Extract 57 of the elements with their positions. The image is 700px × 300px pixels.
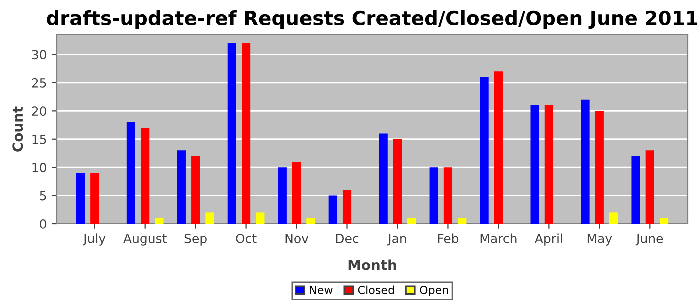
bar (494, 72, 503, 224)
x-tick-label: Oct (236, 234, 257, 244)
x-tick-label: Jan (387, 234, 406, 246)
bar (544, 106, 554, 224)
x-tick-label: May (588, 234, 612, 246)
bar (610, 212, 618, 224)
legend-label: Closed (358, 286, 394, 294)
x-axis-title: Month (348, 260, 396, 270)
bar (192, 156, 200, 224)
bar (292, 162, 302, 224)
bar (76, 173, 86, 224)
bar (342, 190, 352, 224)
bar (141, 128, 150, 224)
y-tick-label: 0 (40, 219, 46, 229)
bar (256, 212, 265, 224)
bar (328, 196, 338, 224)
bar (408, 218, 416, 224)
bar (660, 218, 669, 224)
bar (177, 150, 186, 224)
y-tick-label: 5 (40, 191, 46, 201)
x-tick-label: August (124, 234, 167, 246)
x-tick-label: April (534, 234, 562, 246)
legend-label: Open (420, 286, 448, 297)
bar (306, 218, 316, 224)
bar (530, 106, 540, 224)
bar (444, 168, 453, 224)
y-tick-label: 20 (32, 106, 46, 116)
x-tick-label: July (82, 234, 106, 246)
x-tick-label: Feb (438, 234, 459, 244)
bar (228, 43, 236, 224)
bar (206, 212, 214, 224)
bar (242, 43, 251, 224)
bar (90, 173, 100, 224)
bar (458, 218, 467, 224)
x-tick-label: June (636, 234, 664, 246)
bar (595, 111, 604, 224)
bar (646, 150, 654, 224)
bar (379, 134, 388, 224)
bar (632, 156, 640, 224)
x-tick-label: Sep (184, 234, 207, 246)
bar (278, 168, 287, 224)
bar (126, 122, 136, 224)
bar (155, 218, 164, 224)
chart-title: drafts-update-ref Requests Created/Closed/Open June 2011 (47, 10, 698, 30)
y-tick-label: 15 (32, 135, 46, 144)
bar (393, 139, 402, 224)
legend-label: New (310, 286, 333, 294)
bar (430, 168, 438, 224)
x-tick-label: Nov (286, 234, 309, 244)
bar (581, 100, 590, 224)
y-tick-label: 10 (32, 163, 46, 173)
y-tick-label: 30 (32, 50, 46, 60)
bar (480, 77, 489, 224)
y-tick-label: 25 (32, 78, 46, 88)
x-tick-label: Dec (336, 234, 359, 244)
x-tick-label: March (480, 234, 517, 244)
y-axis-title: Count (12, 106, 24, 152)
